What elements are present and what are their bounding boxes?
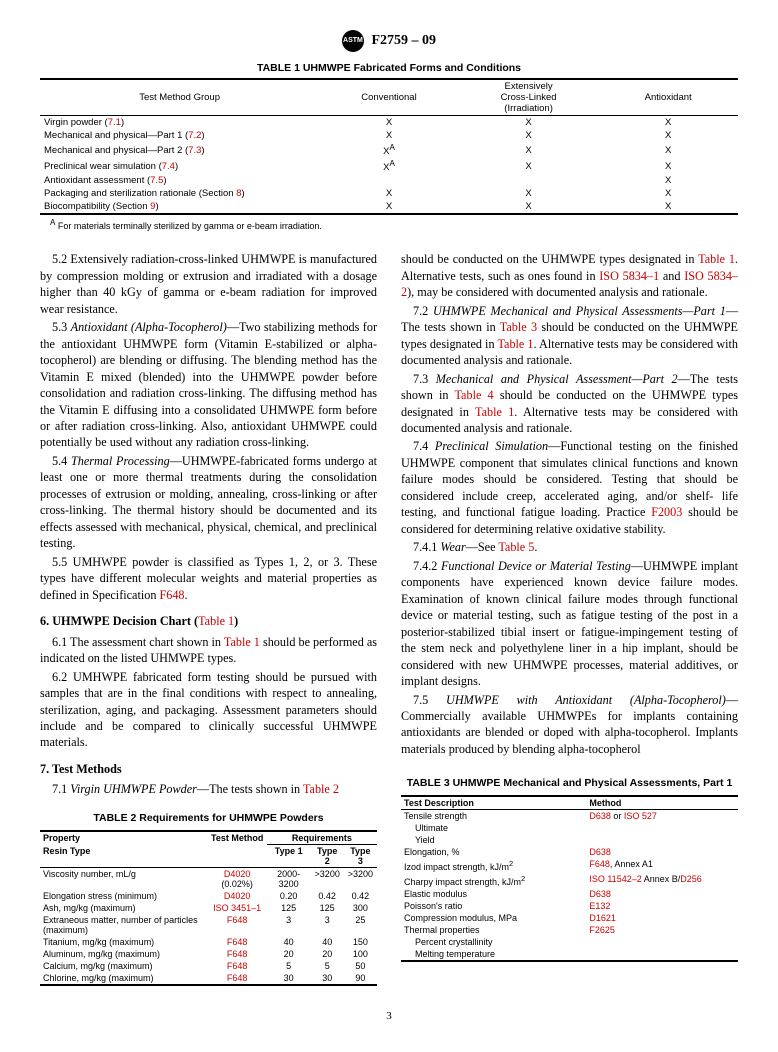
table-row-label: Preclinical wear simulation (7.4) (40, 158, 319, 174)
para-6-1: 6.1 The assessment chart shown in Table … (40, 634, 377, 667)
table1-title: TABLE 1 UHMWPE Fabricated Forms and Cond… (40, 62, 738, 74)
table-row-label: Virgin powder (7.1) (40, 116, 319, 130)
right-column: should be conducted on the UHMWPE types … (401, 251, 738, 986)
doc-header: ASTM F2759 – 09 (40, 30, 738, 52)
para-5-5: 5.5 UMHWPE powder is classified as Types… (40, 554, 377, 603)
table1-footnote: A For materials terminally sterilized by… (40, 218, 738, 231)
section-7-head: 7. Test Methods (40, 761, 377, 777)
para-7-4-1: 7.4.1 Wear—See Table 5. (401, 539, 738, 555)
table-row-label: Mechanical and physical—Part 1 (7.2) (40, 129, 319, 142)
body-columns: 5.2 Extensively radiation-cross-linked U… (40, 251, 738, 986)
table-row-label: Packaging and sterilization rationale (S… (40, 187, 319, 200)
t1-h3: Antioxidant (598, 79, 738, 116)
section-6-head: 6. UHMWPE Decision Chart (Table 1) (40, 613, 377, 629)
page-number: 3 (40, 1010, 738, 1022)
table-row-label: Mechanical and physical—Part 2 (7.3) (40, 142, 319, 158)
para-7-1: 7.1 Virgin UHMWPE Powder—The tests shown… (40, 781, 377, 797)
para-6-2: 6.2 UMHWPE fabricated form testing shoul… (40, 669, 377, 751)
para-7-5: 7.5 UHMWPE with Antioxidant (Alpha-Tocop… (401, 692, 738, 758)
para-7-3: 7.3 Mechanical and Physical Assessment—P… (401, 371, 738, 437)
table3-title: TABLE 3 UHMWPE Mechanical and Physical A… (401, 777, 738, 789)
t1-h1: Conventional (319, 79, 459, 116)
left-column: 5.2 Extensively radiation-cross-linked U… (40, 251, 377, 986)
para-7-4: 7.4 Preclinical Simulation—Functional te… (401, 438, 738, 537)
para-5-3: 5.3 Antioxidant (Alpha-Tocopherol)—Two s… (40, 319, 377, 451)
para-7-2: 7.2 UHMWPE Mechanical and Physical Asses… (401, 303, 738, 369)
t1-h0: Test Method Group (40, 79, 319, 116)
table3: Test Description Method Tensile strength… (401, 795, 738, 960)
table-row-label: Biocompatibility (Section 9) (40, 200, 319, 213)
para-7-1-cont: should be conducted on the UHMWPE types … (401, 251, 738, 300)
para-5-2: 5.2 Extensively radiation-cross-linked U… (40, 251, 377, 317)
table2: Property Test Method Requirements Resin … (40, 830, 377, 984)
table2-title: TABLE 2 Requirements for UHMWPE Powders (40, 812, 377, 824)
astm-logo: ASTM (342, 30, 364, 52)
table1: Test Method Group Conventional Extensive… (40, 78, 738, 213)
para-7-4-2: 7.4.2 Functional Device or Material Test… (401, 558, 738, 690)
table-row-label: Antioxidant assessment (7.5) (40, 174, 319, 187)
t1-h2: ExtensivelyCross-Linked(Irradiation) (459, 79, 599, 116)
doc-designation: F2759 – 09 (371, 33, 436, 48)
para-5-4: 5.4 Thermal Processing—UHMWPE-fabricated… (40, 453, 377, 552)
